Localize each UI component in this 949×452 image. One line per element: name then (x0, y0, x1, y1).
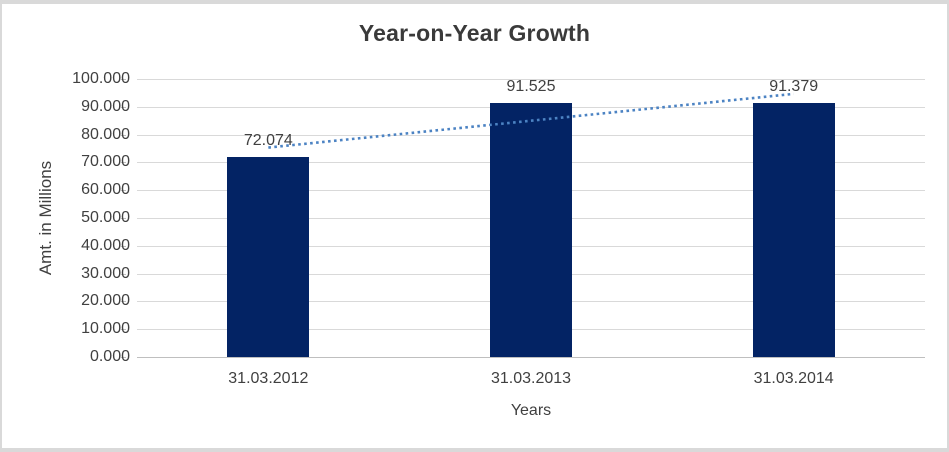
y-axis-tick-mark (121, 107, 126, 108)
y-axis-tick-label: 60.000 (81, 181, 130, 198)
x-axis-category-label: 31.03.2014 (753, 370, 834, 387)
y-axis-tick-label: 80.000 (81, 126, 130, 143)
y-axis-tick-mark (121, 301, 126, 302)
y-axis-tick-label: 30.000 (81, 265, 130, 282)
y-axis-tick-mark (121, 357, 126, 358)
y-axis-tick-label: 100.000 (72, 70, 130, 87)
y-axis-tick-mark (121, 274, 126, 275)
y-axis-tick-mark (121, 329, 126, 330)
data-label: 91.379 (769, 77, 819, 95)
y-axis-tick-label: 10.000 (81, 320, 130, 337)
x-axis-line (137, 357, 925, 358)
y-axis-tick-mark (121, 190, 126, 191)
y-axis-title: Amt. in Millions (36, 160, 55, 276)
y-axis-tick-mark (121, 218, 126, 219)
x-axis-category-label: 31.03.2012 (228, 370, 309, 387)
gridline (137, 79, 925, 80)
x-axis-title: Years (510, 402, 552, 419)
bar (227, 156, 310, 357)
y-axis-tick-label: 40.000 (81, 237, 130, 254)
bar (752, 102, 835, 357)
x-axis-category-label: 31.03.2013 (490, 370, 572, 387)
y-axis-tick-mark (121, 79, 126, 80)
y-axis-tick-label: 0.000 (89, 348, 130, 365)
y-axis-tick-mark (121, 135, 126, 136)
data-label: 72.074 (243, 131, 293, 149)
y-axis-tick-label: 70.000 (81, 153, 130, 170)
data-label: 91.525 (506, 77, 556, 95)
bar (490, 102, 572, 357)
y-axis-tick-mark (121, 162, 126, 163)
chart-title: Year-on-Year Growth (358, 20, 591, 46)
y-axis-tick-label: 50.000 (81, 209, 130, 226)
y-axis-tick-label: 20.000 (81, 292, 130, 309)
y-axis-tick-mark (121, 246, 126, 247)
y-axis-tick-label: 90.000 (81, 98, 130, 115)
